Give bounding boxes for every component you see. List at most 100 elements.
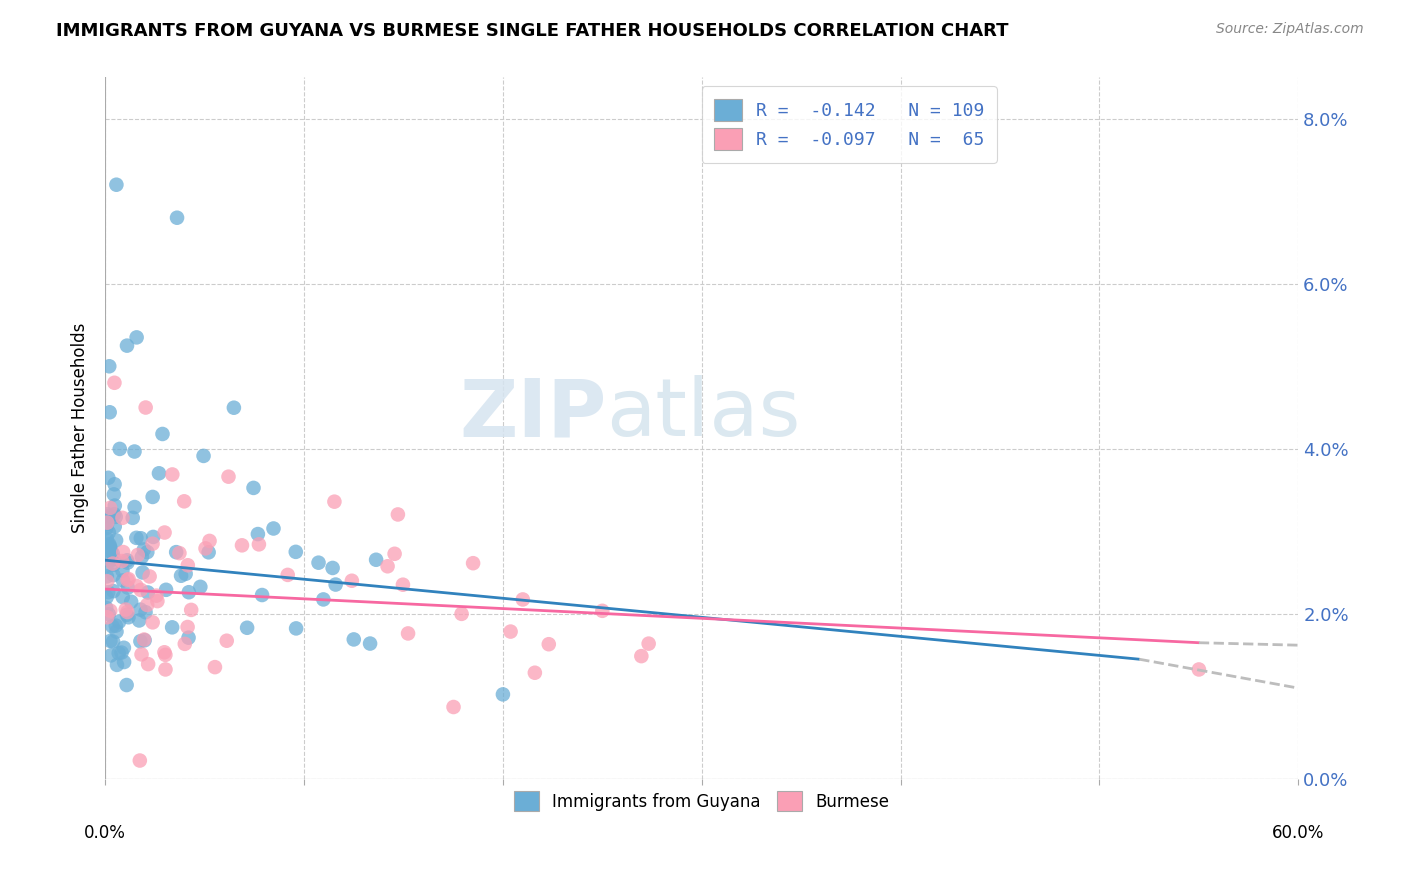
Point — [117, 572, 139, 586]
Point — [124, 500, 146, 514]
Point — [101, 547, 124, 561]
Point — [120, 595, 142, 609]
Point — [247, 537, 270, 551]
Point — [111, 574, 134, 588]
Point — [134, 633, 156, 648]
Point — [98, 405, 121, 419]
Point — [96, 591, 118, 605]
Point — [366, 553, 388, 567]
Point — [263, 521, 285, 535]
Point — [285, 621, 308, 635]
Point — [343, 632, 366, 647]
Point — [177, 558, 200, 573]
Point — [131, 648, 153, 662]
Point — [396, 626, 419, 640]
Point — [152, 427, 174, 442]
Point — [129, 634, 152, 648]
Point — [153, 645, 176, 659]
Point — [323, 494, 346, 508]
Point — [115, 607, 138, 622]
Point — [96, 532, 118, 546]
Point — [96, 543, 118, 558]
Point — [218, 469, 240, 483]
Point — [100, 648, 122, 663]
Point — [537, 637, 560, 651]
Point — [98, 553, 121, 567]
Point — [104, 509, 127, 524]
Point — [96, 574, 118, 589]
Point — [103, 508, 125, 522]
Point — [117, 581, 139, 595]
Point — [111, 554, 134, 568]
Point — [153, 525, 176, 540]
Point — [101, 557, 124, 571]
Text: ZIP: ZIP — [460, 376, 606, 453]
Point — [246, 527, 269, 541]
Point — [142, 615, 165, 630]
Point — [125, 330, 148, 344]
Point — [160, 620, 183, 634]
Point — [392, 577, 415, 591]
Point — [112, 640, 135, 655]
Point — [250, 588, 273, 602]
Point — [132, 632, 155, 647]
Point — [136, 585, 159, 599]
Point — [97, 508, 120, 523]
Point — [105, 624, 128, 639]
Point — [325, 577, 347, 591]
Point — [308, 556, 330, 570]
Point — [104, 618, 127, 632]
Point — [204, 660, 226, 674]
Point — [115, 338, 138, 352]
Point — [198, 533, 221, 548]
Point — [104, 519, 127, 533]
Point — [146, 594, 169, 608]
Point — [131, 549, 153, 564]
Text: Source: ZipAtlas.com: Source: ZipAtlas.com — [1216, 22, 1364, 37]
Point — [97, 585, 120, 599]
Point — [128, 614, 150, 628]
Point — [127, 548, 149, 562]
Point — [136, 657, 159, 672]
Point — [103, 552, 125, 566]
Point — [155, 582, 177, 597]
Point — [197, 545, 219, 559]
Point — [387, 508, 409, 522]
Point — [277, 567, 299, 582]
Point — [103, 568, 125, 582]
Point — [97, 525, 120, 540]
Point — [188, 580, 211, 594]
Point — [103, 376, 125, 390]
Point — [96, 610, 118, 624]
Point — [193, 449, 215, 463]
Point — [117, 556, 139, 570]
Point — [98, 537, 121, 551]
Y-axis label: Single Father Households: Single Father Households — [72, 323, 89, 533]
Point — [155, 663, 177, 677]
Point — [96, 569, 118, 583]
Point — [97, 471, 120, 485]
Point — [96, 516, 118, 531]
Point — [242, 481, 264, 495]
Point — [377, 559, 399, 574]
Point — [512, 592, 534, 607]
Point — [103, 487, 125, 501]
Point — [173, 637, 195, 651]
Point — [136, 598, 159, 612]
Point — [107, 646, 129, 660]
Text: 60.0%: 60.0% — [1272, 824, 1324, 842]
Point — [169, 546, 191, 560]
Point — [591, 604, 613, 618]
Point — [125, 531, 148, 545]
Point — [100, 543, 122, 558]
Point — [98, 500, 121, 515]
Point — [284, 545, 307, 559]
Point — [103, 558, 125, 572]
Point — [104, 477, 127, 491]
Point — [115, 553, 138, 567]
Point — [138, 569, 160, 583]
Point — [1188, 663, 1211, 677]
Point — [129, 582, 152, 597]
Point — [492, 687, 515, 701]
Point — [142, 537, 165, 551]
